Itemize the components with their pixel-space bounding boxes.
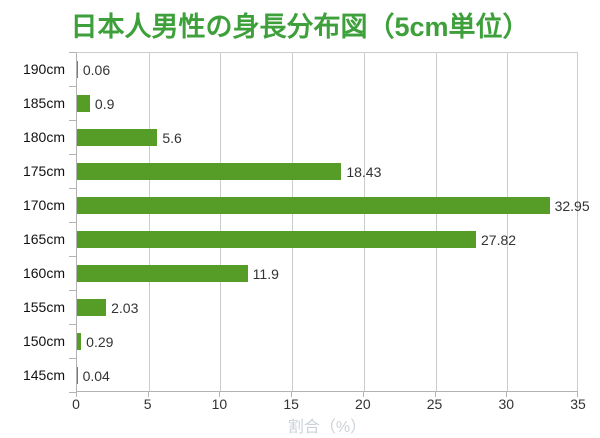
x-axis-tick-label: 30 <box>498 396 515 412</box>
x-axis-tick <box>362 392 364 397</box>
bar <box>77 197 550 214</box>
bar <box>77 95 90 112</box>
x-axis-tick-label: 15 <box>283 396 299 412</box>
category-label: 185cm <box>22 95 65 111</box>
category-label: 170cm <box>22 197 65 213</box>
x-axis-label: 割合（%） <box>287 419 367 436</box>
bar-row: 11.9 <box>77 257 578 291</box>
bar-row: 27.82 <box>77 223 578 257</box>
bar-row: 0.06 <box>77 53 578 87</box>
bar <box>77 299 107 316</box>
gridline <box>435 53 437 391</box>
bar <box>77 265 248 282</box>
value-label: 0.29 <box>86 334 114 350</box>
category-label: 175cm <box>22 163 65 179</box>
bar-row: 0.29 <box>77 325 578 359</box>
x-axis-tick <box>219 392 221 397</box>
y-axis-tick <box>69 222 76 223</box>
bar-row: 0.9 <box>77 87 578 121</box>
x-axis-tick-label: 10 <box>211 396 228 412</box>
bar <box>77 129 158 146</box>
category-label: 160cm <box>22 265 65 281</box>
value-label: 32.95 <box>554 198 590 214</box>
y-axis-tick <box>69 324 76 325</box>
gridline <box>292 53 294 391</box>
x-axis-tick-label: 35 <box>570 396 586 412</box>
bar-row: 18.43 <box>77 155 578 189</box>
x-axis-tick <box>577 392 578 397</box>
y-axis-tick <box>69 256 76 257</box>
value-label: 0.9 <box>94 96 115 112</box>
x-axis-tick <box>291 392 293 397</box>
gridline <box>220 53 222 391</box>
chart-title: 日本人男性の身長分布図（5cm単位） <box>70 12 530 42</box>
bar-row: 32.95 <box>77 189 590 223</box>
x-axis-tick-label: 20 <box>355 396 371 412</box>
x-axis-tick <box>76 392 77 397</box>
value-label: 18.43 <box>346 164 382 180</box>
value-label: 27.82 <box>481 232 517 248</box>
category-label: 145cm <box>22 367 65 383</box>
category-label: 155cm <box>22 299 65 315</box>
value-label: 2.03 <box>111 300 139 316</box>
bar <box>77 333 82 350</box>
x-axis-tick <box>506 392 508 397</box>
y-axis-tick <box>69 154 76 155</box>
category-label: 150cm <box>22 333 65 349</box>
y-axis-tick <box>69 392 76 393</box>
gridline <box>507 53 509 391</box>
y-axis-tick <box>69 290 76 291</box>
y-axis-tick <box>69 52 76 53</box>
category-label: 165cm <box>22 231 65 247</box>
x-axis-tick <box>434 392 436 397</box>
bar-row: 5.6 <box>77 121 578 155</box>
bar-row: 0.04 <box>77 359 578 393</box>
plot-area: 0.06 0.9 5.6 18.43 32.95 27.82 11.9 2.03 0.29 0.0… <box>76 52 590 393</box>
x-axis-tick-label: 5 <box>143 396 152 412</box>
bar <box>77 163 342 180</box>
y-axis-tick <box>69 120 76 121</box>
bar <box>77 61 78 78</box>
category-label: 180cm <box>22 129 65 145</box>
x-axis-tick-label: 25 <box>426 396 443 412</box>
bar <box>77 231 477 248</box>
category-label: 190cm <box>22 61 65 77</box>
value-label: 0.06 <box>82 62 111 78</box>
value-label: 0.04 <box>82 368 110 384</box>
x-axis-tick-label: 0 <box>72 396 80 412</box>
y-axis-tick <box>69 188 76 189</box>
gridline <box>577 53 578 391</box>
gridline <box>148 53 150 391</box>
gridline <box>363 53 365 391</box>
bar-row: 2.03 <box>77 291 578 325</box>
y-axis-tick <box>69 86 76 87</box>
value-label: 5.6 <box>162 130 182 146</box>
value-label: 11.9 <box>252 266 279 282</box>
bar <box>77 367 78 384</box>
y-axis-tick <box>69 358 76 359</box>
x-axis-tick <box>147 392 149 397</box>
